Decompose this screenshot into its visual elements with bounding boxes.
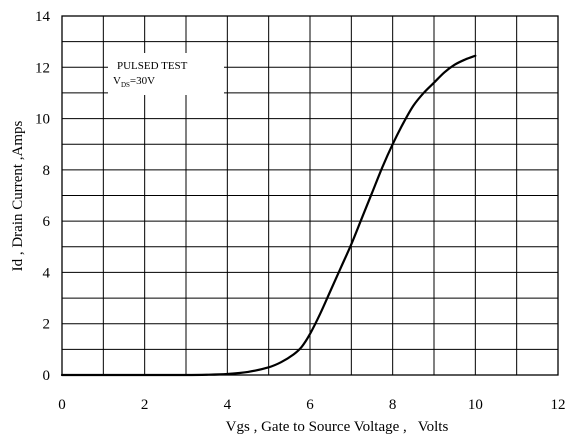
test-condition-note: PULSED TEST VDS=30V <box>108 53 224 95</box>
x-tick-label: 2 <box>141 397 149 413</box>
y-tick-label: 10 <box>35 112 50 128</box>
y-tick-label: 8 <box>43 163 51 179</box>
y-axis-title: Id , Drain Current ,Amps <box>10 120 26 271</box>
grid-lines <box>62 16 558 375</box>
note-vds-suffix: =30V <box>130 75 155 87</box>
note-vds-prefix: V <box>113 75 121 87</box>
x-tick-label: 4 <box>224 397 232 413</box>
note-pulsed-test: PULSED TEST <box>117 60 188 72</box>
note-vds: VDS=30V <box>113 75 155 89</box>
note-box <box>108 53 224 95</box>
series-line <box>60 54 477 377</box>
y-tick-labels: 0 2 4 6 8 10 12 14 <box>35 9 51 384</box>
x-tick-label: 6 <box>306 397 314 413</box>
x-tick-label: 8 <box>389 397 397 413</box>
x-axis-title: Vgs , Gate to Source Voltage , Volts <box>226 419 449 435</box>
plot-frame <box>61 15 559 376</box>
x-tick-labels: 0 2 4 6 8 10 12 <box>58 397 565 413</box>
x-tick-label: 12 <box>551 397 566 413</box>
note-vds-subscript: DS <box>121 81 130 89</box>
y-tick-label: 12 <box>35 60 50 76</box>
x-tick-label: 0 <box>58 397 66 413</box>
y-tick-label: 14 <box>35 9 51 25</box>
x-tick-label: 10 <box>468 397 483 413</box>
y-tick-label: 2 <box>43 317 51 333</box>
y-tick-label: 4 <box>43 265 51 281</box>
y-tick-label: 6 <box>43 214 51 230</box>
y-tick-label: 0 <box>43 368 51 384</box>
